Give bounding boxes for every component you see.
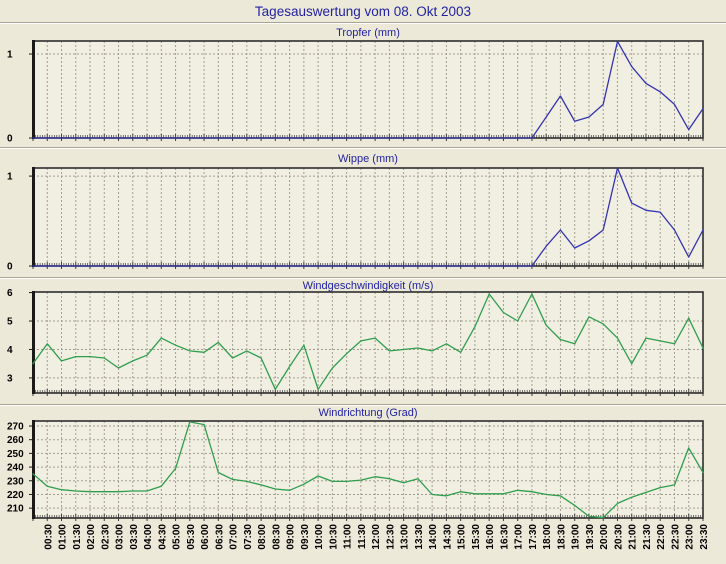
svg-text:1: 1 <box>7 50 13 61</box>
svg-text:270: 270 <box>7 421 24 432</box>
svg-text:18:30: 18:30 <box>556 524 567 550</box>
page-title: Tagesauswertung vom 08. Okt 2003 <box>254 4 472 19</box>
svg-text:10:30: 10:30 <box>328 524 339 550</box>
svg-text:16:00: 16:00 <box>485 524 496 550</box>
svg-text:15:00: 15:00 <box>457 524 468 550</box>
svg-text:11:30: 11:30 <box>357 524 368 549</box>
svg-text:05:30: 05:30 <box>186 524 197 550</box>
svg-text:13:00: 13:00 <box>400 524 411 550</box>
svg-text:18:00: 18:00 <box>542 524 553 550</box>
svg-text:09:30: 09:30 <box>300 524 311 550</box>
svg-text:0: 0 <box>7 262 13 273</box>
tropfer-chart: 01 <box>7 40 704 145</box>
svg-text:07:30: 07:30 <box>243 524 254 550</box>
svg-text:08:30: 08:30 <box>271 524 282 550</box>
wippe-chart-title: Wippe (mm) <box>338 153 398 165</box>
svg-text:04:00: 04:00 <box>143 524 154 550</box>
svg-text:16:30: 16:30 <box>499 524 510 550</box>
svg-text:4: 4 <box>7 345 13 356</box>
svg-text:01:30: 01:30 <box>72 524 83 550</box>
svg-text:20:30: 20:30 <box>613 524 624 550</box>
svg-text:220: 220 <box>7 490 24 501</box>
svg-text:21:30: 21:30 <box>642 524 653 550</box>
svg-text:02:00: 02:00 <box>86 524 97 550</box>
svg-text:15:30: 15:30 <box>471 524 482 550</box>
svg-text:09:00: 09:00 <box>286 524 297 550</box>
svg-text:21:00: 21:00 <box>628 524 639 550</box>
svg-text:260: 260 <box>7 435 24 446</box>
svg-text:08:00: 08:00 <box>257 524 268 550</box>
svg-text:17:00: 17:00 <box>514 524 525 550</box>
svg-text:12:30: 12:30 <box>385 524 396 550</box>
svg-text:20:00: 20:00 <box>599 524 610 550</box>
svg-text:210: 210 <box>7 504 24 515</box>
svg-text:06:30: 06:30 <box>214 524 225 550</box>
svg-text:00:30: 00:30 <box>43 524 54 550</box>
windspeed-chart-title: Windgeschwindigkeit (m/s) <box>302 280 434 292</box>
svg-text:19:00: 19:00 <box>571 524 582 550</box>
svg-text:01:00: 01:00 <box>58 524 69 550</box>
svg-text:22:30: 22:30 <box>670 524 681 550</box>
svg-text:240: 240 <box>7 463 24 474</box>
svg-text:10:00: 10:00 <box>314 524 325 550</box>
svg-text:0: 0 <box>7 134 13 145</box>
wippe-chart: 01 <box>7 167 704 273</box>
svg-text:05:00: 05:00 <box>172 524 183 550</box>
svg-text:19:30: 19:30 <box>585 524 596 550</box>
svg-text:3: 3 <box>7 373 13 384</box>
svg-text:6: 6 <box>7 288 13 299</box>
svg-text:11:00: 11:00 <box>343 524 354 549</box>
winddirection-chart: 210 220 230 240 250 260 270 <box>7 420 704 521</box>
svg-text:03:30: 03:30 <box>129 524 140 550</box>
x-axis-time-labels: 00:30 01:00 01:30 02:00 02:30 03:00 03:30 04:00… <box>43 524 710 550</box>
svg-text:03:00: 03:00 <box>115 524 126 550</box>
svg-text:12:00: 12:00 <box>371 524 382 550</box>
svg-text:06:00: 06:00 <box>200 524 211 550</box>
svg-text:17:30: 17:30 <box>528 524 539 550</box>
svg-text:5: 5 <box>7 317 13 328</box>
svg-text:13:30: 13:30 <box>414 524 425 550</box>
svg-text:230: 230 <box>7 476 24 487</box>
svg-text:23:00: 23:00 <box>685 524 696 550</box>
svg-text:14:00: 14:00 <box>428 524 439 550</box>
svg-text:07:00: 07:00 <box>229 524 240 550</box>
svg-text:23:30: 23:30 <box>699 524 710 550</box>
svg-text:04:30: 04:30 <box>157 524 168 550</box>
chart-separator-1 <box>0 147 726 149</box>
svg-text:22:00: 22:00 <box>656 524 667 550</box>
svg-text:02:30: 02:30 <box>100 524 111 550</box>
svg-text:1: 1 <box>7 172 13 183</box>
tropfer-chart-title: Tropfer (mm) <box>336 27 400 39</box>
svg-text:14:30: 14:30 <box>442 524 453 550</box>
winddirection-chart-title: Windrichtung (Grad) <box>318 407 418 419</box>
svg-text:250: 250 <box>7 449 24 460</box>
title-separator <box>0 22 726 24</box>
chart-separator-3 <box>0 404 726 406</box>
chart-separator-2 <box>0 277 726 279</box>
windspeed-chart: 3 4 5 6 <box>7 288 704 396</box>
